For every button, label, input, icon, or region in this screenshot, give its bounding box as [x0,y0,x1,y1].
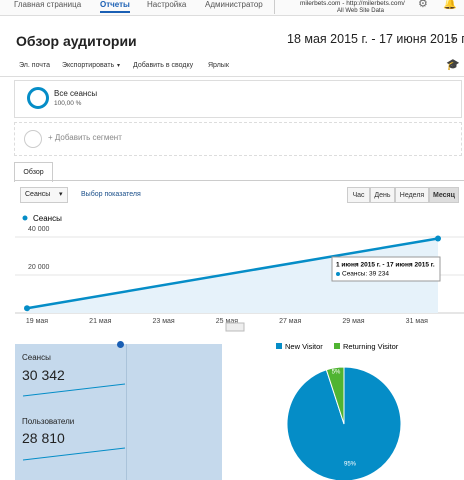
metric-picker[interactable]: Выбор показателя [81,191,141,198]
segment-share: 100,00 % [54,100,82,107]
nav-item[interactable]: Настройка [147,0,187,9]
x-tick-label: 21 мая [89,318,111,325]
nav-item[interactable]: Отчеты [100,0,130,13]
dropdown-arrow: ▾ [117,63,121,69]
x-tick-label: 23 мая [152,318,174,325]
y-tick-label: 40 000 [28,226,50,233]
legend-label: Returning Visitor [343,342,399,351]
tab[interactable]: Обзор [14,162,53,182]
x-tick-label: 25 мая [216,318,238,325]
settings-icon[interactable]: ⚙ [418,0,428,10]
pie-chart: New Visitor Returning Visitor 95% 5% [276,342,402,480]
point [24,305,30,312]
separator [14,180,464,181]
metric: Сеансы [25,191,51,198]
scorecard-label: Сеансы [22,353,51,362]
nav-item[interactable]: Администратор [205,0,263,9]
tooltip-date: 1 июня 2015 г. - 17 июня 2015 г. [336,262,435,269]
sparkline [22,383,126,397]
segment-ring [27,87,49,109]
x-tick-label: 27 мая [279,318,301,325]
slice-label: 5% [332,370,341,376]
scorecard-value: 30 342 [22,367,65,383]
dropdown-arrow: ▾ [59,191,63,198]
legend-dot [22,215,28,221]
add-segment-box[interactable] [14,122,462,156]
granularity-button[interactable]: День [370,187,395,203]
scorecard-value: 28 810 [22,430,65,446]
x-tick-label: 31 мая [406,318,428,325]
account[interactable]: milerbets.com - http://milerbets.com/ [300,0,405,7]
tooltip-dot [336,272,340,276]
pie-slice [325,366,345,425]
legend-swatch [276,343,282,349]
add-segment-circle [24,130,42,148]
sparklines [22,383,126,461]
view: All Web Site Data [337,8,384,14]
separator [274,0,275,14]
hat-icon[interactable]: 🎓 [446,59,460,71]
legend-swatch [334,343,340,349]
handle[interactable] [117,341,124,348]
metric-select[interactable] [20,187,68,203]
segment-box[interactable] [14,80,462,118]
toolbar-item[interactable]: Эл. почта [19,62,50,69]
bell-icon[interactable]: 🔔 [443,0,457,10]
page-title: Обзор аудитории [16,33,137,49]
granularity-button[interactable]: Месяц [429,187,459,203]
toolbar-item[interactable]: Ярлык [208,62,229,69]
date-range[interactable]: 18 мая 2015 г. - 17 июня 2015 г. [287,32,464,46]
sparkline [22,447,126,461]
slice-label: 95% [344,462,357,468]
granularity-button[interactable]: Час [347,187,370,203]
tooltip-text: Сеансы: 39 234 [342,271,389,278]
x-tick-label: 19 мая [26,318,48,325]
dropdown-arrow[interactable]: ▾ [451,34,456,44]
segment-name: Все сеансы [54,89,98,98]
toolbar-item[interactable]: Добавить в сводку [133,62,194,69]
pie-slice [286,366,402,480]
toolbar-item[interactable]: Экспортировать [62,62,115,69]
granularity-button[interactable]: Неделя [395,187,429,203]
point [435,235,441,242]
scroll-handle [225,322,245,332]
add-segment[interactable]: + Добавить сегмент [48,133,122,142]
separator [126,344,127,480]
legend-label: Сеансы [33,214,62,223]
legend-label: New Visitor [285,342,323,351]
y-tick-label: 20 000 [28,264,50,271]
separator [0,76,464,77]
line [26,237,439,310]
scorecard-label: Пользователи [22,417,75,426]
x-tick-label: 29 мая [342,318,364,325]
nav-item[interactable]: Главная страница [14,0,82,9]
tooltip [331,256,441,282]
line-chart: Сеансы 20 000 40 000 19 мая 21 мая 23 мая 25 м… [15,214,464,332]
